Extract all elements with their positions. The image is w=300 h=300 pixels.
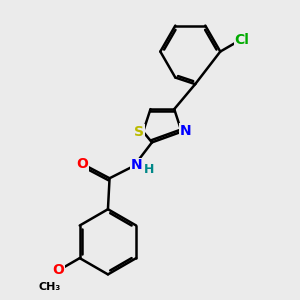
Text: N: N	[180, 124, 191, 138]
Text: S: S	[134, 125, 144, 139]
Text: H: H	[143, 163, 154, 176]
Text: O: O	[76, 157, 88, 171]
Text: N: N	[130, 158, 142, 172]
Text: CH₃: CH₃	[38, 283, 61, 292]
Text: Cl: Cl	[235, 33, 249, 47]
Text: O: O	[52, 263, 64, 277]
